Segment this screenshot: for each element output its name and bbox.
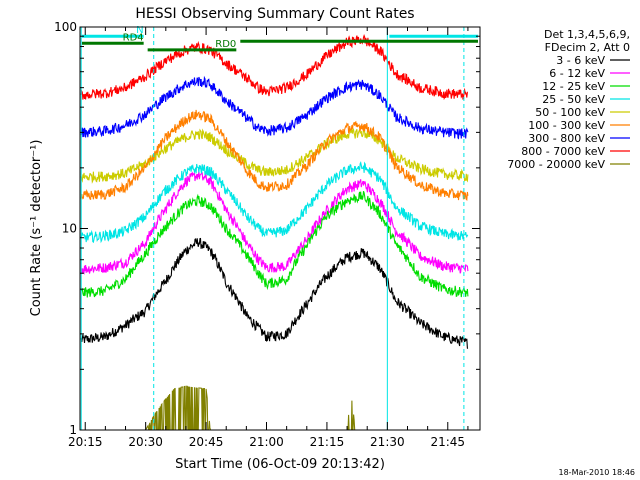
footer-timestamp: 18-Mar-2010 18:46 [559,468,636,477]
annotation-label: RD0 [215,39,236,50]
legend-header-2: FDecim 2, Att 0 [545,41,630,54]
legend-label: 50 - 100 keV [535,106,605,119]
series-line [81,385,468,431]
legend-label: 6 - 12 keV [549,67,605,80]
legend: Det 1,3,4,5,6,9, FDecim 2, Att 0 3 - 6 k… [507,28,630,171]
x-tick-label: 21:15 [310,435,345,449]
x-tick-label: 21:00 [249,435,284,449]
annotation-label: RD4 [123,32,144,43]
plot-area [80,33,469,431]
x-tick-label: 21:30 [370,435,405,449]
annotation-label: N [136,25,143,36]
legend-label: 100 - 300 keV [528,119,605,132]
x-tick-label: 20:15 [68,435,103,449]
series-line [80,126,469,184]
legend-label: 7000 - 20000 keV [507,158,605,171]
legend-label: 25 - 50 keV [542,93,605,106]
series-line [80,237,469,349]
series-line [80,109,469,202]
legend-label: 300 - 800 keV [528,132,605,145]
axes: 1 10 100 20:15 20:30 20:45 21:00 21:15 21:30 21:4… [54,20,481,449]
legend-header-1: Det 1,3,4,5,6,9, [544,28,630,41]
x-axis-label: Start Time (06-Oct-09 20:13:42) [175,457,385,472]
legend-label: 800 - 7000 keV [521,145,605,158]
legend-label: 12 - 25 keV [542,80,605,93]
legend-label: 3 - 6 keV [556,54,605,67]
x-tick-label: 20:30 [128,435,163,449]
series-line [80,191,469,298]
y-tick-label: 10 [62,222,77,236]
x-tick-label: 21:45 [430,435,465,449]
series-line [80,161,469,244]
y-axis-label: Count Rate (s⁻¹ detector⁻¹) [29,140,44,317]
series-line [80,33,469,101]
chart-title: HESSI Observing Summary Count Rates [135,6,414,22]
x-tick-label: 20:45 [189,435,224,449]
series-line [80,75,469,140]
series-line [81,170,469,275]
y-tick-label: 1 [69,423,77,437]
y-tick-label: 100 [54,20,77,34]
